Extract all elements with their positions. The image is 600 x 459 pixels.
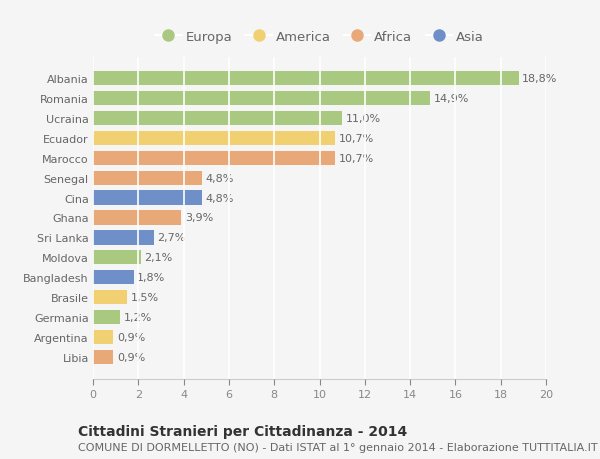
Text: 4,8%: 4,8% — [205, 174, 233, 183]
Bar — [93, 132, 335, 146]
Legend: Europa, America, Africa, Asia: Europa, America, Africa, Asia — [150, 25, 489, 49]
Text: 2,7%: 2,7% — [158, 233, 186, 243]
Bar — [93, 92, 430, 106]
Bar — [93, 270, 134, 285]
Text: 4,8%: 4,8% — [205, 193, 233, 203]
Bar — [93, 211, 181, 225]
Bar — [93, 350, 113, 364]
Text: 10,7%: 10,7% — [339, 134, 374, 144]
Bar — [93, 171, 202, 185]
Text: 0,9%: 0,9% — [117, 332, 145, 342]
Text: Cittadini Stranieri per Cittadinanza - 2014: Cittadini Stranieri per Cittadinanza - 2… — [78, 425, 407, 438]
Bar — [93, 310, 120, 325]
Text: 14,9%: 14,9% — [434, 94, 469, 104]
Text: 1,5%: 1,5% — [130, 292, 158, 302]
Text: 3,9%: 3,9% — [185, 213, 213, 223]
Text: COMUNE DI DORMELLETTO (NO) - Dati ISTAT al 1° gennaio 2014 - Elaborazione TUTTIT: COMUNE DI DORMELLETTO (NO) - Dati ISTAT … — [78, 442, 598, 452]
Text: 2,1%: 2,1% — [144, 253, 172, 263]
Text: 11,0%: 11,0% — [346, 114, 380, 124]
Bar — [93, 231, 154, 245]
Text: 1,2%: 1,2% — [124, 312, 152, 322]
Text: 1,8%: 1,8% — [137, 273, 166, 283]
Text: 0,9%: 0,9% — [117, 352, 145, 362]
Text: 10,7%: 10,7% — [339, 153, 374, 163]
Text: 18,8%: 18,8% — [522, 74, 557, 84]
Bar — [93, 72, 519, 86]
Bar — [93, 251, 140, 265]
Bar — [93, 151, 335, 166]
Bar — [93, 191, 202, 205]
Bar — [93, 290, 127, 304]
Bar — [93, 330, 113, 344]
Bar — [93, 112, 342, 126]
